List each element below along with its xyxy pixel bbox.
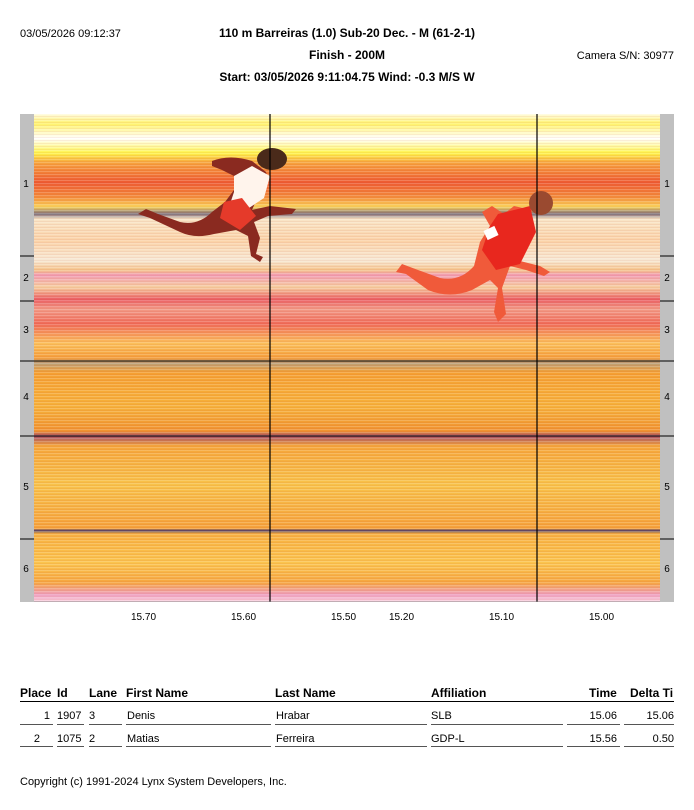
table-cell-first-name: Denis [127,710,156,722]
lane-gutter-left [20,114,34,602]
column-header-lane: Lane [89,686,118,700]
lane-number-left: 3 [23,325,29,336]
column-header-first-name: First Name [126,686,189,700]
table-cell-affiliation: SLB [431,710,452,722]
lane-number-left: 4 [23,392,29,403]
table-cell-id: 1907 [57,710,82,722]
table-cell-place: 2 [33,733,40,745]
table-cell-delta: 15.06 [646,710,674,722]
column-header-place: Place [20,686,52,700]
lane-gutter-right [660,114,674,602]
event-title: 110 m Barreiras (1.0) Sub-20 Dec. - M (6… [218,26,476,40]
table-cell-delta: 0.50 [652,733,674,745]
event-subtitle: Finish - 200M [308,48,385,62]
lane-number-right: 1 [664,179,670,190]
header-rule [20,701,674,702]
column-header-last-name: Last Name [275,686,336,700]
start-wind-line: Start: 03/05/2026 9:11:04.75 Wind: -0.3 … [219,70,475,84]
table-cell-affiliation: GDP-L [431,733,465,745]
table-cell-lane: 2 [89,733,96,745]
table-cell-time: 15.56 [589,733,617,745]
column-header-time: Time [589,686,617,700]
table-cell-last-name: Ferreira [276,733,315,745]
time-tick-label: 15.60 [231,612,257,623]
lane-number-right: 6 [664,564,670,575]
table-cell-id: 1075 [57,733,82,745]
lane-number-right: 4 [664,392,670,403]
column-header-delta: Delta Ti [630,686,674,700]
athlete-silhouette-2 [138,148,296,262]
time-tick-label: 15.70 [131,612,157,623]
lane-number-left: 2 [23,273,29,284]
time-tick-label: 15.20 [389,612,415,623]
column-header-affiliation: Affiliation [431,686,487,700]
capture-datetime: 03/05/2026 09:12:37 [20,28,121,40]
table-cell-first-name: Matias [127,733,160,745]
copyright-notice: Copyright (c) 1991-2024 Lynx System Deve… [20,776,287,788]
camera-serial: Camera S/N: 30977 [576,50,674,62]
column-header-id: Id [57,686,68,700]
photo-finish-image [20,114,674,603]
lane-number-left: 1 [23,179,29,190]
time-tick-label: 15.00 [589,612,615,623]
time-tick-label: 15.50 [331,612,357,623]
table-cell-place: 1 [43,710,50,722]
table-cell-lane: 3 [89,710,96,722]
lane-number-right: 2 [664,273,670,284]
table-cell-time: 15.06 [589,710,617,722]
lane-number-right: 5 [664,482,670,493]
lane-number-left: 5 [23,482,29,493]
table-cell-last-name: Hrabar [276,710,310,722]
time-tick-label: 15.10 [489,612,515,623]
lane-number-right: 3 [664,325,670,336]
lane-number-left: 6 [23,564,29,575]
athlete-silhouette-1 [396,191,553,322]
